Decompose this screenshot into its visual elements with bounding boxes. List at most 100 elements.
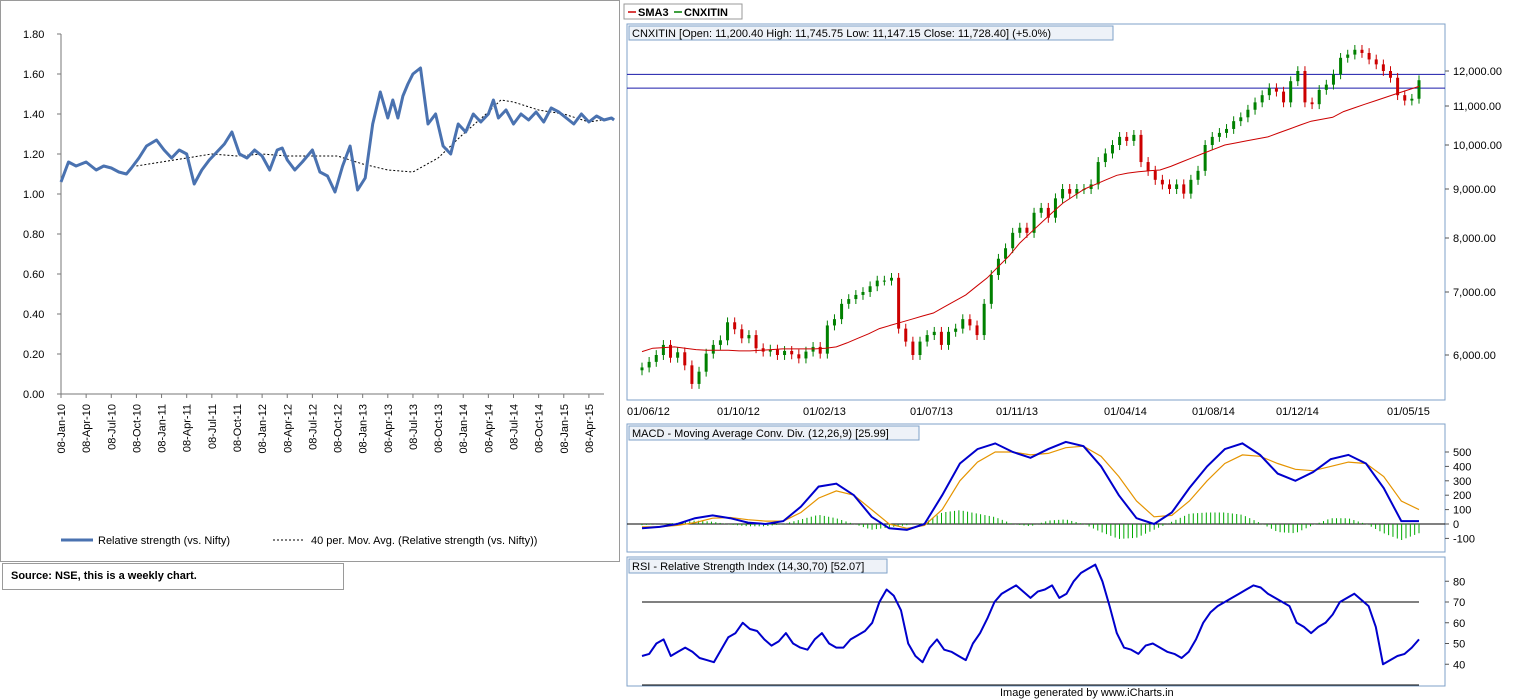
rsi-title: RSI - Relative Strength Index (14,30,70)… [632,561,864,573]
candle-body [1196,170,1200,180]
candle-body [1403,95,1407,101]
macd-panel-frame [626,423,1446,553]
x-tick-label: 08-Apr-10 [81,404,93,453]
candle-body [911,341,915,355]
x-tick-label: 08-Jan-15 [559,404,571,454]
candle-body [661,344,665,355]
price-x-tick-label: 01/02/13 [803,406,846,418]
x-tick-label: 08-Jan-13 [358,404,370,454]
candle-body [975,325,979,336]
x-tick-label: 08-Jul-13 [408,404,420,450]
candle-body [825,325,829,354]
price-y-tick-label: 11,000.00 [1453,101,1501,113]
candle-body [1039,207,1043,213]
rsi-y-tick-label: 50 [1453,639,1465,651]
candle-body [1360,49,1364,53]
candle-body [1182,184,1186,194]
candle-body [1367,52,1371,60]
price-y-tick-label: 10,000.00 [1453,140,1502,152]
y-tick-label: 1.20 [23,149,44,161]
candle-body [1153,170,1157,180]
candle-body [1004,248,1008,259]
x-tick-label: 08-Jan-10 [56,404,68,454]
candle-body [1260,95,1264,103]
candle-body [647,361,651,368]
x-tick-label: 08-Oct-10 [131,404,143,453]
candle-body [1388,71,1392,78]
macd-y-tick-label: -100 [1453,533,1475,545]
x-tick-label: 08-Apr-14 [483,404,495,453]
candle-body [1217,132,1221,137]
candle-body [1061,189,1065,199]
candle-body [740,329,744,339]
macd-y-tick-label: 100 [1453,505,1471,517]
relative-strength-line [59,66,616,194]
price-x-tick-label: 01/12/14 [1276,406,1319,418]
y-tick-label: 1.80 [23,29,44,41]
candle-body [1374,59,1378,65]
candle-body [1239,117,1243,122]
legend-cnxitin-label: CNXITIN [684,7,728,19]
candle-body [954,328,958,332]
candle-body [676,352,680,358]
price-x-tick-label: 01/06/12 [627,406,670,418]
candle-body [1246,109,1250,118]
candle-body [897,277,901,329]
candle-body [1324,84,1328,90]
x-tick-label: 08-Jul-14 [509,404,521,450]
candle-body [726,322,730,341]
x-tick-label: 08-Jul-12 [307,404,319,450]
candle-body [868,286,872,292]
candle-body [797,354,801,359]
candle-body [790,350,794,355]
price-y-tick-label: 12,000.00 [1453,66,1502,78]
candle-body [1146,162,1150,171]
candle-body [640,367,644,371]
candle-body [1125,136,1129,141]
rsi-y-tick-label: 40 [1453,659,1465,671]
candle-body [690,365,694,384]
x-tick-label: 08-Apr-15 [584,404,596,453]
candle-body [1075,189,1079,194]
candle-body [1018,227,1022,233]
candle-body [704,353,708,372]
source-note: Source: NSE, this is a weekly chart. [2,563,344,590]
candle-body [1068,189,1072,194]
candle-body [1203,145,1207,171]
candle-body [1296,71,1300,82]
x-tick-label: 08-Jan-12 [257,404,269,454]
y-tick-label: 1.60 [23,69,44,81]
x-tick-label: 08-Oct-14 [534,404,546,453]
candle-body [1267,88,1271,96]
candle-body [733,322,737,330]
macd-y-tick-label: 200 [1453,490,1471,502]
price-x-tick-label: 01/05/15 [1387,406,1430,418]
relative-strength-chart: 1.80 1.60 1.40 1.20 1.00 0.80 0.60 0.40 0.20 0.00… [0,0,620,562]
candle-body [1339,57,1343,75]
legend-label-ma: 40 per. Mov. Avg. (Relative strength (vs… [311,535,537,547]
y-tick-label: 0.80 [23,229,44,241]
candle-body [1096,162,1100,185]
candle-body [1160,179,1164,185]
candle-body [1282,91,1286,103]
candle-body [683,352,687,366]
candle-body [840,303,844,320]
candle-body [1046,207,1050,218]
candle-body [1303,71,1307,103]
price-y-tick-label: 9,000.00 [1453,184,1496,196]
candle-body [1232,121,1236,129]
legend-box [623,3,743,20]
price-y-tick-label: 7,000.00 [1453,287,1496,299]
candle-body [1132,134,1136,141]
candle-body [1210,136,1214,145]
candle-body [1168,184,1172,189]
candle-body [697,371,701,384]
rsi-y-tick-label: 80 [1453,576,1465,588]
candle-body [1410,98,1414,101]
candle-body [861,292,865,295]
x-tick-label: 08-Apr-11 [182,404,194,452]
macd-y-tick-label: 500 [1453,447,1471,459]
x-tick-label: 08-Oct-11 [232,404,244,452]
candle-body [818,346,822,354]
candle-body [1189,179,1193,194]
